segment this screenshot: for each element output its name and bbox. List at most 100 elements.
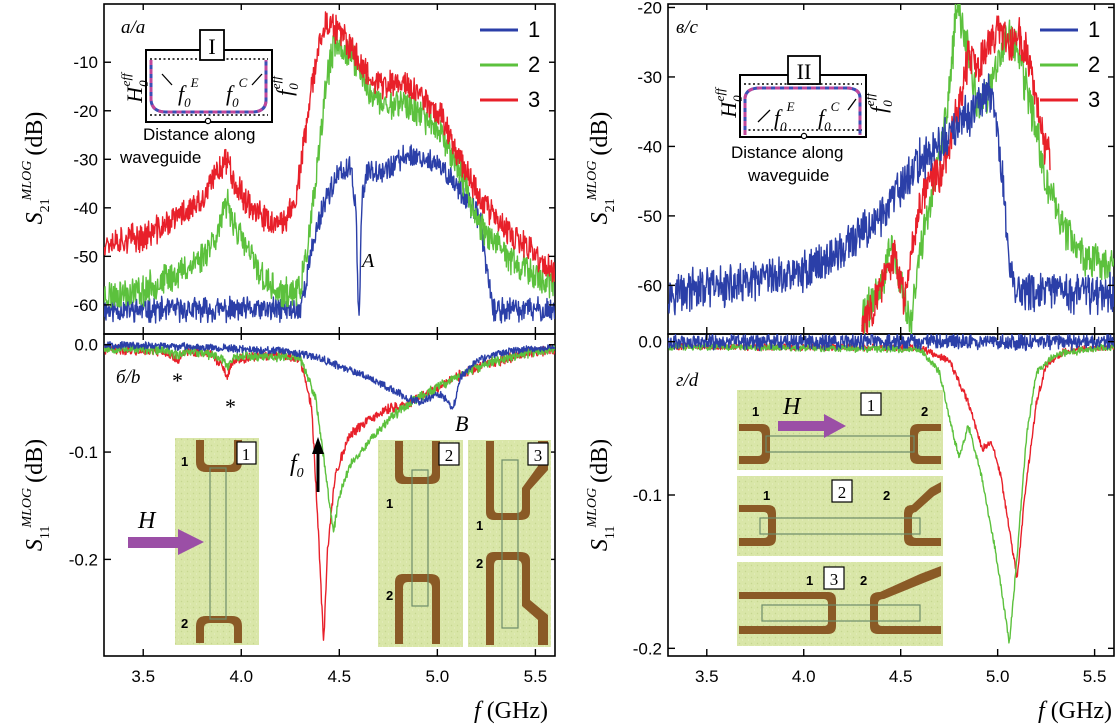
legend-right-label-3: 3 [1088,87,1100,112]
xtick-label-b-4: 5.5 [524,667,548,686]
inset-I-label-box [199,29,225,61]
ytick-label-a-1: -50 [73,247,98,266]
svg-text:1: 1 [476,518,483,533]
inset-II-pointer-C [847,98,857,111]
panel-d-tag: г/d [676,370,699,391]
inset-I-label: I [208,34,215,59]
left-bottom-ylabel: S11MLOG(dB) [20,439,53,551]
right-xlabel: f (GHz) [1038,698,1112,724]
ytick-label-d-2: -0.2 [633,639,662,658]
left-top-ylabel: S21MLOG(dB) [20,112,53,225]
panel-d-series [668,334,1114,644]
right-bottom-ylabel: S11MLOG(dB) [585,439,618,551]
inset-I-pointer-E [161,73,173,86]
panel-c-tag: в/c [676,17,699,38]
panel-b-series [104,340,555,641]
panel-a-ticks: -60 -50 -40 -30 -20 -10 [73,4,555,334]
panel-b-frame [103,333,556,657]
inset-I-fE: f0E [178,75,199,110]
photo-right-3: 3 1 2 [737,562,943,646]
series-line-b-2 [104,343,555,533]
svg-text:2: 2 [921,404,928,419]
arrow-H-left: H [128,508,204,555]
svg-text:1: 1 [181,454,188,469]
svg-text:1: 1 [752,404,759,419]
ytick-label-c-1: -50 [637,207,662,226]
inset-I-caption-2: waveguide [119,148,201,167]
panel-c-ticks: -60 -50 -40 -30 -20 [637,0,1114,334]
annotation-A: A [360,250,375,272]
ytick-label-c-0: -60 [637,276,662,295]
annotation-star-2: * [225,394,236,419]
svg-text:H0eff: H0eff [712,86,745,119]
photo-left-1: 1 1 2 [175,438,259,645]
panel-b-tag: б/b [116,367,140,388]
svg-text:1: 1 [242,445,251,464]
inset-II-caption-1: Distance along [731,143,843,162]
svg-text:H: H [782,394,802,420]
inset-I-H-label: H0eff [118,71,151,104]
series-line-a-2 [104,35,555,308]
svg-text:2: 2 [860,573,867,588]
left-xlabel: f (GHz) [474,698,548,724]
inset-profile-II: II f0E f0C H0eff f0eff Distance along wa… [712,55,895,185]
ytick-label-a-0: -60 [73,296,98,315]
xtick-label-d-1: 4.0 [792,667,816,686]
inset-I-pink-profile [149,60,268,114]
series-line-a-3 [104,11,555,283]
ytick-label-a-3: -30 [73,150,98,169]
legend-right: 1 2 3 [1040,17,1100,112]
ytick-label-c-3: -30 [637,68,662,87]
svg-text:3: 3 [830,570,839,589]
photo-left-2: 2 1 2 [378,440,463,647]
xtick-label-b-2: 4.5 [327,667,351,686]
xtick-label-b-1: 4.0 [229,667,253,686]
xtick-label-d-3: 5.0 [986,667,1010,686]
series-line-b-1 [104,340,555,410]
svg-text:1: 1 [386,496,393,511]
svg-text:H0eff: H0eff [118,71,151,104]
svg-text:2: 2 [445,446,454,465]
annotation-f0-arrow [312,437,324,492]
svg-text:H: H [137,508,157,534]
photo-left-3: 3 1 2 [468,440,551,647]
inset-I-f-label: f0eff [268,74,301,96]
svg-text:S21MLOG(dB): S21MLOG(dB) [20,112,53,225]
ytick-label-c-4: -20 [637,0,662,17]
xtick-label-b-3: 5.0 [426,667,450,686]
inset-I-caption-1: Distance along [143,125,255,144]
ytick-label-c-2: -40 [637,137,662,156]
panel-a-tag: a/a [121,17,145,38]
inset-I-pointer-C [251,73,263,86]
inset-II-pointer-E [757,109,771,123]
legend-left: 1 2 3 [480,17,540,112]
ytick-label-d-1: -0.1 [633,486,662,505]
annotation-star-1: * [172,368,183,393]
inset-II-pink-profile [743,86,862,135]
svg-text:S21MLOG(dB): S21MLOG(dB) [585,112,618,225]
svg-text:1: 1 [763,488,770,503]
svg-text:f0eff: f0eff [862,91,895,113]
svg-text:S11MLOG(dB): S11MLOG(dB) [20,439,53,551]
ytick-label-a-5: -10 [73,53,98,72]
legend-left-label-3: 3 [528,87,540,112]
inset-II-H-label: H0eff [712,86,745,119]
series-line-d-1 [668,334,1114,352]
right-top-ylabel: S21MLOG(dB) [585,112,618,225]
photo-right-2: 2 1 2 [737,476,943,556]
panel-d-ticks: 3.5 4.0 4.5 5.0 5.5 0.0 -0.1 -0.2 [633,333,1114,686]
inset-profile-I: I f0E f0C H0eff f0eff Distance along wav… [118,29,301,167]
series-line-c-1 [668,73,1114,316]
ytick-label-d-0: 0.0 [638,333,662,352]
inset-II-label: II [797,59,812,84]
xtick-label-b-0: 3.5 [131,667,155,686]
svg-text:2: 2 [838,483,847,502]
ytick-label-b-0: 0.0 [74,336,98,355]
xtick-label-d-0: 3.5 [695,667,719,686]
inset-II-fE: f0E [774,99,795,134]
ytick-label-b-1: -0.1 [69,443,98,462]
inset-II-f-label: f0eff [862,91,895,113]
xtick-label-d-2: 4.5 [889,667,913,686]
photo-right-1: 1 1 2 H [737,390,943,470]
